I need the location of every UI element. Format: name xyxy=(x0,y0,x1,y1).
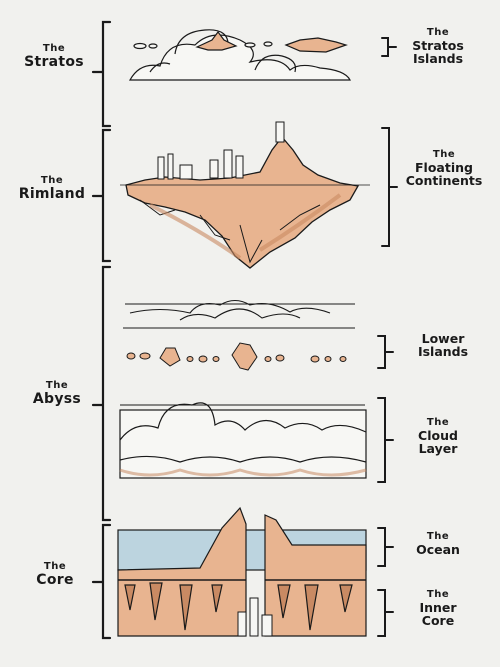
feature-line-2: Stratos xyxy=(412,37,464,53)
feature-line-1: Lower xyxy=(421,331,465,346)
stratos-island-1 xyxy=(195,31,238,51)
label-the: The xyxy=(40,175,64,186)
feature-line-1: The xyxy=(426,27,450,38)
layer-name: Abyss xyxy=(32,390,82,407)
bracket-stratos-islands xyxy=(381,37,397,57)
lower-islands xyxy=(126,342,347,371)
cloud-layer xyxy=(119,402,367,479)
feature-line-3: Islands xyxy=(412,50,464,66)
feature-line-2: Cloud xyxy=(418,427,458,443)
label-floating-continents: The Floating Continents xyxy=(394,149,494,188)
label-abyss: The Abyss xyxy=(24,380,90,407)
bracket-lower-islands xyxy=(377,335,394,369)
bracket-core xyxy=(91,523,112,640)
label-stratos: The Stratos xyxy=(18,43,90,70)
layer-name: Core xyxy=(36,571,74,588)
feature-line-1: The xyxy=(432,149,456,160)
bracket-rimland xyxy=(91,128,112,263)
label-cloud-layer: The Cloud Layer xyxy=(398,417,478,456)
bracket-inner-core xyxy=(377,589,394,637)
label-ocean: The Ocean xyxy=(398,531,478,557)
label-inner-core: The Inner Core xyxy=(398,589,478,628)
bracket-abyss xyxy=(91,265,112,522)
layer-name: Rimland xyxy=(18,185,86,202)
bracket-floating-continents xyxy=(381,127,398,247)
feature-line-1: The xyxy=(426,531,450,542)
abyss-clouds xyxy=(123,299,355,329)
label-the: The xyxy=(42,43,66,54)
feature-line-3: Layer xyxy=(418,440,458,456)
rimland-scene xyxy=(120,121,370,269)
layer-name: Stratos xyxy=(24,53,84,70)
feature-line-2: Floating xyxy=(415,159,473,175)
stratos-island-2 xyxy=(284,37,348,53)
label-stratos-islands: The Stratos Islands xyxy=(398,27,478,66)
label-lower-islands: Lower Islands xyxy=(398,332,488,358)
label-rimland: The Rimland xyxy=(14,175,90,202)
feature-line-3: Core xyxy=(421,612,455,628)
feature-line-1: The xyxy=(426,589,450,600)
label-the: The xyxy=(43,561,67,572)
left-brackets xyxy=(91,20,112,640)
stratos-scene xyxy=(128,29,351,81)
bracket-cloud-layer xyxy=(377,397,394,483)
label-core: The Core xyxy=(24,561,86,588)
feature-line-2: Islands xyxy=(417,344,469,360)
core-scene xyxy=(117,506,367,637)
bracket-ocean xyxy=(377,527,394,567)
label-the: The xyxy=(45,380,69,391)
feature-line-3: Continents xyxy=(405,172,483,188)
feature-line-2: Ocean xyxy=(416,541,460,557)
feature-line-2: Inner xyxy=(419,599,457,615)
right-brackets xyxy=(377,37,398,637)
feature-line-1: The xyxy=(426,417,450,428)
bracket-stratos xyxy=(91,20,112,128)
